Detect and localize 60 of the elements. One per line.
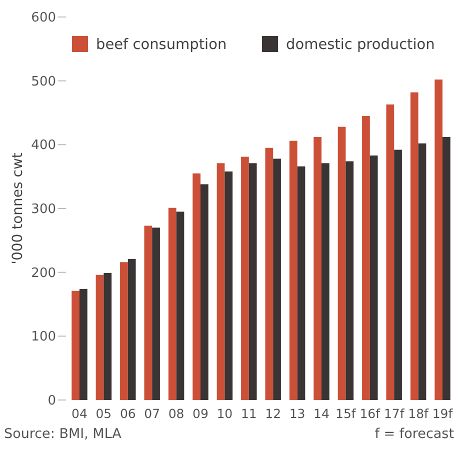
bar: [224, 171, 233, 400]
text: f = forecast: [374, 426, 454, 442]
source-note: Source: BMI, MLA: [4, 426, 122, 442]
bar: [248, 163, 257, 400]
y-tick-label: 500: [31, 74, 56, 90]
legend-label: beef consumption: [96, 37, 227, 54]
x-tick-label: 13: [289, 406, 306, 421]
bar: [297, 166, 306, 400]
bar: [322, 163, 330, 400]
bar: [96, 274, 104, 400]
bar: [314, 137, 322, 400]
bar: [338, 126, 346, 400]
bar: [273, 158, 281, 400]
bar: [152, 228, 160, 400]
x-tick-label: 12: [265, 406, 282, 421]
y-tick-label: 600: [31, 10, 56, 26]
bar: [265, 148, 274, 400]
y-tick-label: 200: [31, 266, 56, 281]
bar: [128, 258, 136, 400]
bar: [104, 272, 112, 400]
bar: [410, 92, 418, 400]
bar: [362, 116, 370, 400]
y-tick-label: 0: [48, 394, 56, 409]
x-tick-label: 18f: [408, 406, 430, 421]
bar: [200, 184, 208, 400]
bar: [418, 143, 426, 400]
y-tick-label: 300: [31, 202, 56, 218]
bar: [72, 290, 80, 400]
x-tick-label: 05: [96, 406, 112, 421]
bar: [386, 104, 394, 400]
y-tick-label: 400: [31, 138, 56, 154]
x-tick-label: 15f: [336, 406, 356, 421]
bar: [394, 150, 402, 400]
bar: [176, 212, 184, 400]
x-tick-label: 04: [72, 406, 88, 421]
legend-label: domestic production: [286, 37, 435, 54]
bar: [370, 156, 378, 400]
x-tick-label: 08: [168, 406, 184, 421]
x-tick-label: 17f: [384, 406, 405, 421]
x-tick-label: 09: [192, 406, 208, 421]
bar: [442, 137, 450, 400]
bar: [168, 208, 176, 400]
y-axis-title: '000 tonnes cwt: [10, 152, 26, 264]
bar: [216, 163, 225, 400]
x-tick-label: 06: [120, 406, 136, 421]
x-tick-label: 19f: [432, 406, 454, 421]
bar: [434, 80, 443, 400]
x-tick-label: 11: [240, 406, 257, 421]
x-tick-label: 14: [314, 406, 330, 421]
bar: [241, 156, 249, 400]
bar: [192, 173, 200, 400]
bar: [346, 161, 354, 400]
bar: [120, 262, 128, 400]
bar: [144, 226, 152, 400]
bar: [289, 140, 298, 400]
x-tick-label: 10: [216, 406, 233, 421]
x-tick-label: 07: [144, 406, 160, 421]
bar: [79, 288, 88, 400]
x-tick-label: 16f: [360, 406, 381, 421]
y-tick-label: 100: [31, 330, 56, 345]
